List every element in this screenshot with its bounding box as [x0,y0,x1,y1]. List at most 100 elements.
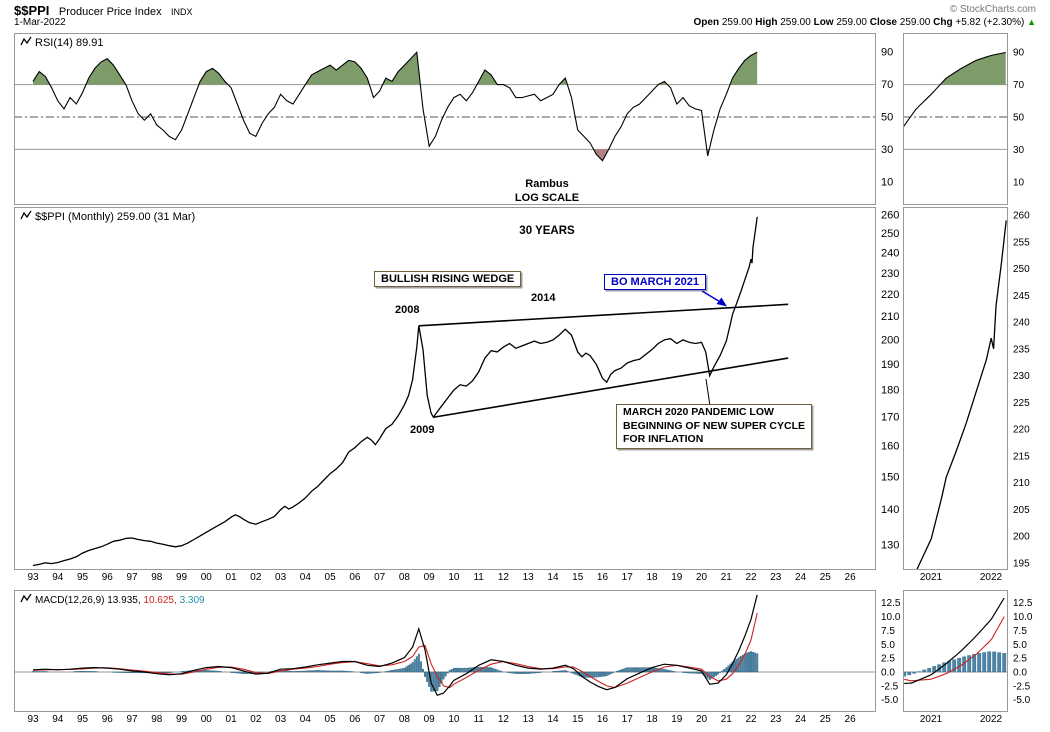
macd-histogram-bar [712,671,715,678]
wedge-lower-trendline [433,357,789,419]
rsi-oversold-region [33,149,758,161]
bo-march-2021-box: BO MARCH 2021 [604,274,707,290]
macd-histogram-bar [75,671,78,673]
macd-histogram-bar [413,659,416,673]
macd-signal-line [32,612,758,689]
macd-histogram-bar [370,671,373,674]
rsi-line [32,50,758,162]
macd-histogram-bar [496,669,499,673]
macd-histogram-bar [719,671,722,673]
x-axis-label: 09 [423,572,435,583]
macd-histogram-bar [407,665,410,673]
macd-histogram-bar [318,670,321,673]
macd-histogram-bar [459,667,462,673]
macd-histogram-bar [748,652,750,673]
x-axis-label: 97 [126,572,138,583]
y-axis-label: 200 [1013,532,1030,543]
year-label-2008: 2008 [395,304,420,316]
y-axis-label: 0.0 [1013,668,1027,679]
macd-histogram-bar [597,671,600,678]
quote-high-value: 259.00 [780,17,814,28]
y-axis-label: 230 [1013,371,1030,382]
macd-histogram-bar [314,670,317,673]
panel-border [14,33,876,205]
panel-border [14,207,876,570]
watermark-rambus: Rambus [525,178,569,190]
macd-histogram-bar [450,669,453,673]
panel-legend-icon [20,36,32,46]
macd-histogram-bar [426,671,429,682]
macd-histogram-bar [436,671,439,691]
macd-histogram-bar [133,671,136,674]
macd-histogram-bar [126,671,129,673]
macd-histogram-bar [927,668,932,673]
y-axis-label: 0.0 [881,668,895,679]
macd-histogram-bar [688,671,691,674]
macd-histogram-bar [386,670,389,673]
macd-histogram-bar [234,671,237,674]
x-axis-label: 03 [275,572,287,583]
macd-histogram-bar [129,671,131,673]
pandemic-line-1: MARCH 2020 PANDEMIC LOW [623,406,774,418]
macd-histogram-bar [510,671,513,674]
y-axis-label: 2.5 [881,654,895,665]
x-axis-label: 23 [770,572,782,583]
macd-histogram-bar [626,667,629,673]
macd-histogram-bar [634,667,637,673]
macd-histogram-bar [710,671,713,679]
macd-histogram-bar [997,652,1002,673]
price-line [32,216,758,567]
x-axis-label: 17 [621,572,633,583]
macd-histogram-bar [170,671,173,673]
x-axis-label: 10 [448,572,460,583]
x-axis-label: 07 [374,572,386,583]
wedge-upper-trendline [418,303,789,327]
y-axis-label: 10 [1013,177,1025,188]
x-axis-label: 22 [745,572,757,583]
macd-histogram-bar [85,671,88,673]
macd-histogram-bar [36,671,39,673]
macd-signal-line [904,616,1005,682]
x-axis-label: 11 [473,572,484,583]
y-axis-label: 12.5 [881,598,900,609]
macd-histogram-bar [304,670,307,673]
y-axis-label: 5.0 [881,640,895,651]
macd-histogram-bar [972,654,977,673]
x-axis-label: 96 [101,572,113,583]
macd-histogram-bar [922,669,927,673]
macd-histogram-bar [298,670,301,673]
x-axis-label: 94 [52,572,64,583]
macd-histogram-bar [490,667,493,673]
x-axis-label: 16 [596,714,609,725]
year-label-2014: 2014 [531,292,556,304]
thirty-years-label: 30 YEARS [519,225,575,237]
macd-inset-plot-area [903,597,1008,685]
y-axis-label: 30 [881,144,893,156]
x-axis-label: 06 [349,714,361,725]
macd-histogram-bar [739,656,742,673]
x-axis-label: 26 [844,714,856,725]
macd-histogram-bar [636,667,639,673]
inset-x-axis-label: 2022 [979,572,1003,583]
macd-histogram-bar [558,670,561,673]
macd-histogram-bar [205,670,208,673]
macd-histogram-bar [593,671,596,678]
macd-histogram-bar [642,667,645,673]
macd-histogram-bar [611,671,614,674]
x-axis-label: 17 [621,714,633,725]
macd-histogram-bar [465,667,468,673]
macd-legend-part: 3.309 [180,595,205,606]
macd-histogram-bar [452,667,455,673]
macd-histogram-bar [907,671,912,676]
macd-histogram-bar [531,671,534,674]
watermark-log-scale: LOG SCALE [514,192,580,204]
macd-histogram-bar [333,670,336,673]
panel-legend-icon [20,210,32,220]
macd-histogram-bar [754,652,757,673]
y-axis-label: 200 [881,334,899,346]
y-axis-label: 210 [1013,478,1030,489]
macd-histogram-bar [211,670,214,673]
macd-histogram-bar [347,671,350,673]
macd-histogram-bar [492,668,495,673]
